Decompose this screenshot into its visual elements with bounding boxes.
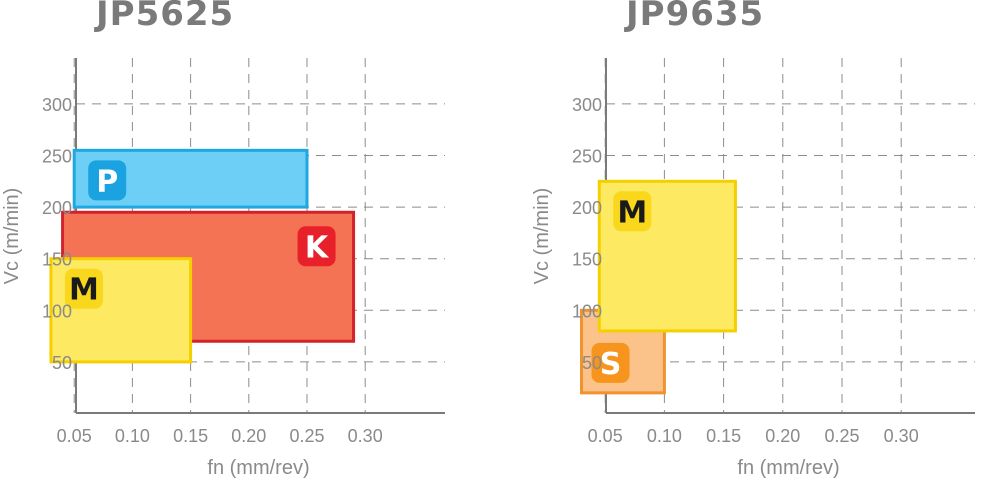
x-axis-label: fn (mm/rev) (207, 457, 309, 479)
x-tick-label: 0.30 (348, 426, 383, 446)
chart-title-jp5625: JP5625 (96, 0, 235, 34)
region-label-S: S (600, 347, 622, 382)
y-tick-label: 200 (42, 198, 72, 218)
chart-title-jp9635: JP9635 (626, 0, 765, 34)
y-axis-label: Vc (m/min) (531, 188, 553, 285)
region-badge-S (591, 342, 630, 383)
region-badge-K (297, 226, 336, 267)
x-tick-label: 0.25 (824, 426, 859, 446)
x-tick-label: 0.20 (765, 426, 800, 446)
y-tick-label: 250 (572, 147, 602, 167)
y-tick-label: 50 (52, 353, 72, 373)
x-tick-label: 0.20 (231, 426, 266, 446)
region-label-M: M (617, 195, 647, 230)
region-badge-M (613, 191, 652, 232)
chart-0: P K M 0.05 0.10 0.15 0.20 0.25 0.30 50 100 150 200 25… (1, 58, 445, 479)
x-axis-label: fn (mm/rev) (737, 457, 839, 479)
y-tick-label: 200 (572, 198, 602, 218)
y-tick-label: 300 (572, 95, 602, 115)
chart-1: S M 0.05 0.10 0.15 0.20 0.25 0.30 50 100 150 200 250… (531, 58, 975, 479)
y-tick-label: 50 (582, 353, 602, 373)
x-tick-label: 0.15 (706, 426, 741, 446)
region-badge-M (64, 268, 103, 309)
region-label-K: K (305, 230, 330, 265)
y-tick-label: 100 (42, 301, 72, 321)
y-tick-label: 100 (572, 301, 602, 321)
x-tick-label: 0.10 (115, 426, 150, 446)
x-tick-label: 0.30 (884, 426, 919, 446)
x-tick-label: 0.10 (647, 426, 682, 446)
region-label-M: M (69, 273, 99, 308)
x-tick-label: 0.15 (173, 426, 208, 446)
region-label-P: P (96, 164, 118, 199)
y-tick-label: 250 (42, 147, 72, 167)
y-axis-label: Vc (m/min) (1, 188, 23, 285)
y-tick-label: 300 (42, 95, 72, 115)
x-tick-label: 0.05 (57, 426, 92, 446)
x-tick-label: 0.25 (289, 426, 324, 446)
y-tick-label: 150 (572, 250, 602, 270)
x-tick-label: 0.05 (588, 426, 623, 446)
y-tick-label: 150 (42, 250, 72, 270)
region-badge-P (88, 160, 127, 201)
